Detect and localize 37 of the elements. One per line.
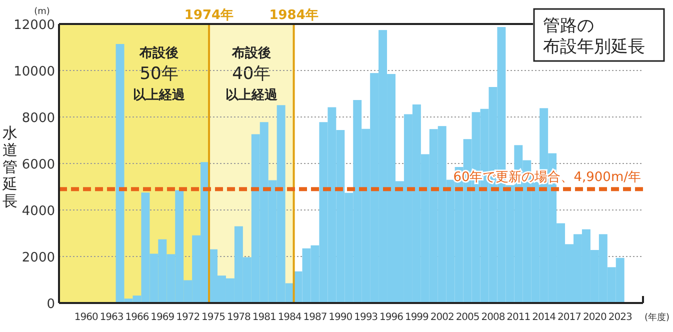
ref-line-label: 1984年	[269, 8, 318, 23]
x-tick-label: 2020	[582, 312, 607, 323]
x-tick-label: 2017	[558, 312, 582, 323]
x-tick-label: 1972	[176, 312, 200, 323]
band-label: 布設後50年以上経過	[133, 45, 186, 103]
x-tick-label: 1993	[354, 312, 378, 323]
y-tick-label: 10000	[14, 64, 55, 80]
y-tick-label: 4000	[22, 204, 55, 219]
band-label: 布設後40年以上経過	[225, 45, 278, 103]
x-tick-label: 1966	[125, 312, 149, 323]
x-tick-label: 1990	[328, 312, 352, 323]
y-tick-label: 8000	[22, 111, 55, 126]
y-tick-label: 0	[46, 297, 55, 312]
x-tick-label: 1960	[74, 312, 98, 323]
y-axis-title: 水道管延長	[2, 124, 18, 210]
x-tick-label: 2023	[608, 312, 632, 323]
x-tick-label: 1978	[226, 312, 251, 323]
text: (m)	[34, 7, 50, 17]
x-tick-label: 1969	[150, 312, 174, 323]
x-tick-label: 2008	[481, 312, 505, 323]
y-tick-label: 12000	[14, 18, 55, 33]
x-tick-label: 1996	[380, 312, 404, 323]
x-tick-label: 1999	[404, 312, 429, 323]
x-tick-label: 1975	[202, 312, 226, 323]
x-tick-label: 2002	[430, 312, 454, 323]
ref-line-label: 1974年	[184, 8, 234, 23]
x-tick-label: 1984	[278, 312, 302, 323]
x-tick-label: 1987	[303, 312, 327, 323]
x-tick-label: 2011	[506, 312, 530, 323]
x-axis-title: (年度)	[644, 312, 670, 323]
y-tick-label: 6000	[22, 158, 55, 172]
chart-title: 管路の布設年別延長	[543, 16, 645, 57]
y-tick-label: 2000	[22, 250, 55, 266]
x-tick-label: 1981	[252, 312, 276, 323]
x-tick-label: 1963	[100, 312, 124, 323]
x-tick-label: 2005	[456, 312, 480, 323]
x-tick-label: 2014	[532, 312, 556, 323]
